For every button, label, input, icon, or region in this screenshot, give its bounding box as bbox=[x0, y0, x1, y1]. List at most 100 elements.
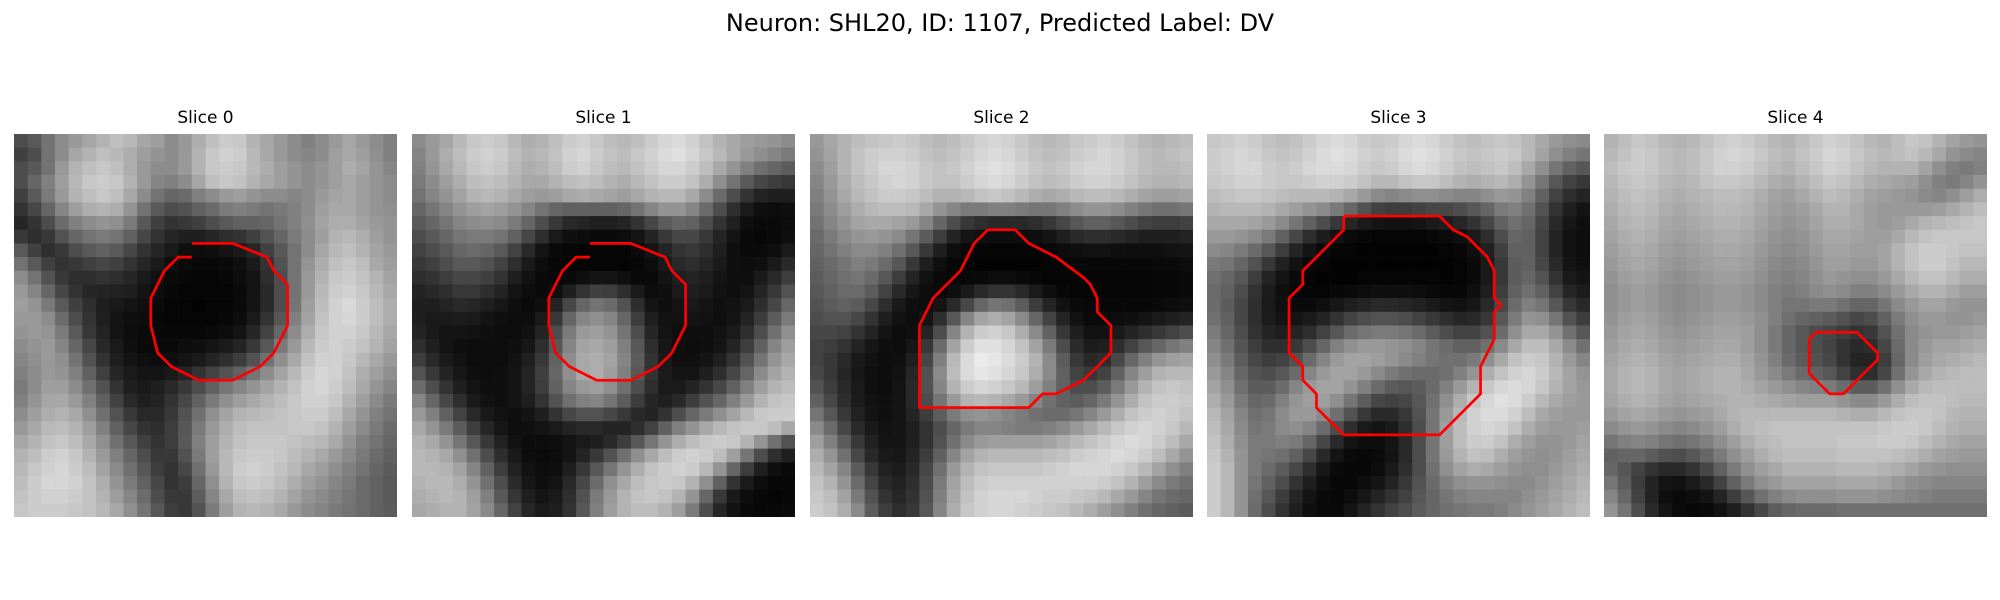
pixel bbox=[260, 393, 275, 408]
pixel bbox=[603, 475, 618, 490]
pixel bbox=[685, 175, 700, 189]
pixel bbox=[205, 284, 220, 299]
pixel bbox=[905, 298, 920, 313]
pixel bbox=[671, 284, 686, 299]
pixel bbox=[150, 175, 165, 189]
pixel bbox=[109, 489, 124, 504]
pixel bbox=[1248, 475, 1262, 490]
pixel bbox=[1945, 229, 1960, 244]
pixel bbox=[1275, 434, 1290, 449]
pixel bbox=[342, 311, 357, 326]
pixel bbox=[1891, 134, 1906, 148]
pixel bbox=[1562, 284, 1577, 299]
pixel bbox=[1672, 339, 1687, 354]
pixel bbox=[974, 270, 989, 285]
pixel bbox=[630, 393, 645, 408]
pixel bbox=[712, 366, 727, 381]
pixel bbox=[740, 475, 755, 490]
pixel bbox=[1151, 161, 1166, 176]
pixel bbox=[1261, 161, 1276, 176]
pixel bbox=[1836, 448, 1851, 463]
pixel bbox=[1371, 339, 1386, 354]
pixel bbox=[494, 380, 509, 395]
pixel bbox=[1904, 216, 1919, 231]
pixel bbox=[1001, 489, 1016, 504]
pixel bbox=[82, 462, 97, 477]
pixel bbox=[630, 311, 645, 326]
pixel bbox=[1466, 366, 1481, 381]
pixel bbox=[699, 298, 714, 313]
pixel bbox=[1904, 134, 1919, 148]
pixel bbox=[1028, 448, 1043, 463]
pixel bbox=[1904, 339, 1919, 354]
pixel bbox=[1686, 339, 1701, 354]
pixel bbox=[892, 380, 907, 395]
pixel bbox=[1877, 175, 1892, 189]
pixel bbox=[1822, 147, 1837, 162]
pixel bbox=[439, 134, 454, 148]
pixel bbox=[535, 475, 550, 490]
pixel bbox=[753, 339, 768, 354]
pixel bbox=[1439, 202, 1454, 217]
pixel bbox=[314, 311, 329, 326]
pixel bbox=[1945, 421, 1960, 436]
pixel bbox=[1904, 434, 1919, 449]
pixel bbox=[919, 393, 934, 408]
pixel bbox=[1042, 462, 1057, 477]
pixel bbox=[960, 134, 975, 148]
pixel bbox=[355, 503, 370, 517]
pixel bbox=[150, 161, 165, 176]
pixel bbox=[27, 175, 42, 189]
pixel bbox=[383, 462, 397, 477]
pixel bbox=[328, 147, 343, 162]
pixel bbox=[178, 421, 193, 436]
pixel bbox=[1672, 161, 1687, 176]
pixel bbox=[617, 216, 632, 231]
pixel bbox=[603, 161, 618, 176]
pixel bbox=[726, 188, 741, 203]
pixel bbox=[355, 325, 370, 340]
pixel bbox=[301, 325, 316, 340]
pixel bbox=[260, 188, 275, 203]
pixel bbox=[41, 216, 56, 231]
pixel bbox=[535, 216, 550, 231]
pixel bbox=[1562, 147, 1577, 162]
pixel bbox=[617, 339, 632, 354]
pixel bbox=[1480, 257, 1495, 272]
pixel bbox=[1234, 366, 1249, 381]
pixel bbox=[919, 366, 934, 381]
pixel bbox=[246, 366, 261, 381]
pixel bbox=[1604, 311, 1618, 326]
pixel bbox=[287, 284, 302, 299]
slice-svg bbox=[810, 134, 1193, 517]
pixel bbox=[1083, 175, 1098, 189]
pixel bbox=[837, 462, 852, 477]
pixel bbox=[1535, 393, 1550, 408]
pixel bbox=[1439, 475, 1454, 490]
pixel bbox=[412, 229, 426, 244]
pixel bbox=[1261, 366, 1276, 381]
pixel bbox=[1768, 421, 1783, 436]
pixel bbox=[1015, 284, 1030, 299]
pixel bbox=[109, 134, 124, 148]
pixel bbox=[1056, 393, 1071, 408]
pixel bbox=[219, 475, 234, 490]
pixel bbox=[1069, 229, 1084, 244]
pixel bbox=[1097, 393, 1112, 408]
pixel bbox=[246, 188, 261, 203]
pixel bbox=[1781, 434, 1796, 449]
pixel bbox=[123, 216, 138, 231]
pixel bbox=[576, 270, 591, 285]
pixel bbox=[1042, 380, 1057, 395]
pixel bbox=[1124, 216, 1139, 231]
pixel bbox=[671, 175, 686, 189]
pixel bbox=[617, 147, 632, 162]
pixel bbox=[1316, 421, 1331, 436]
pixel bbox=[14, 407, 28, 422]
pixel bbox=[767, 434, 782, 449]
pixel bbox=[1809, 366, 1824, 381]
pixel bbox=[1439, 352, 1454, 367]
pixel bbox=[1535, 407, 1550, 422]
pixel bbox=[123, 366, 138, 381]
pixel bbox=[1932, 311, 1947, 326]
